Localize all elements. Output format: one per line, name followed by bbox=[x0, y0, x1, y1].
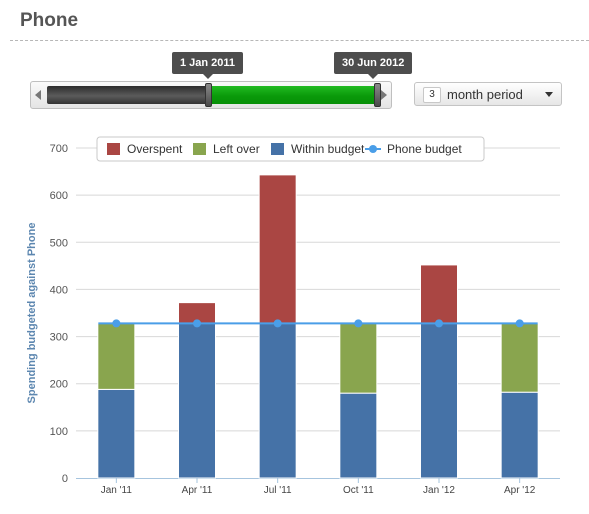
legend-swatch bbox=[107, 143, 120, 155]
title-divider bbox=[10, 40, 589, 41]
legend-label: Phone budget bbox=[387, 142, 462, 156]
legend-label: Overspent bbox=[127, 142, 183, 156]
x-tick-label: Apr '11 bbox=[182, 485, 213, 496]
x-tick-label: Jul '11 bbox=[264, 485, 292, 496]
budget-point bbox=[435, 319, 443, 328]
bar-within-budget bbox=[339, 392, 378, 479]
bar-within-budget bbox=[97, 388, 136, 479]
range-selection[interactable] bbox=[209, 86, 377, 104]
x-tick-label: Jan '11 bbox=[101, 485, 133, 496]
legend-swatch bbox=[271, 143, 284, 155]
bar-within-budget bbox=[178, 322, 216, 479]
x-tick-label: Oct '11 bbox=[343, 485, 374, 496]
range-start-handle[interactable] bbox=[205, 83, 212, 107]
y-tick-label: 700 bbox=[50, 143, 68, 155]
budget-point bbox=[354, 319, 363, 328]
period-label: month period bbox=[447, 87, 523, 102]
legend-swatch bbox=[193, 143, 206, 155]
bar-within-budget bbox=[500, 391, 539, 479]
legend-label: Left over bbox=[213, 142, 260, 156]
budget-point bbox=[112, 319, 121, 328]
bar-overspent bbox=[258, 174, 297, 324]
range-end-label: 30 Jun 2012 bbox=[334, 52, 413, 79]
budget-point bbox=[193, 319, 201, 328]
scroll-left-icon[interactable] bbox=[35, 90, 41, 100]
x-tick-label: Jan '12 bbox=[423, 485, 455, 496]
chevron-down-icon[interactable] bbox=[545, 92, 553, 97]
page-title: Phone bbox=[20, 10, 79, 31]
bar-overspent bbox=[420, 264, 458, 324]
bar-left-over bbox=[97, 322, 136, 390]
bar-left-over bbox=[339, 322, 378, 394]
y-tick-label: 600 bbox=[50, 190, 68, 202]
date-range-slider[interactable] bbox=[30, 81, 392, 109]
budget-point bbox=[515, 319, 524, 328]
y-tick-label: 500 bbox=[50, 237, 68, 249]
y-tick-label: 300 bbox=[50, 332, 68, 344]
bar-within-budget bbox=[258, 322, 297, 479]
scroll-right-icon[interactable] bbox=[381, 90, 387, 100]
y-tick-label: 400 bbox=[50, 284, 68, 296]
legend-line-dot bbox=[369, 145, 377, 153]
legend-label: Within budget bbox=[291, 142, 365, 156]
x-tick-label: Apr '12 bbox=[504, 485, 536, 496]
range-start-label: 1 Jan 2011 bbox=[172, 52, 244, 79]
range-end-handle[interactable] bbox=[374, 83, 381, 107]
y-tick-label: 200 bbox=[50, 379, 68, 391]
budget-point bbox=[273, 319, 282, 328]
period-select[interactable]: 3 month period bbox=[414, 82, 562, 106]
bar-within-budget bbox=[420, 322, 458, 479]
y-tick-label: 100 bbox=[50, 426, 68, 438]
y-axis-label: Spending budgeted against Phone bbox=[26, 223, 38, 404]
period-number[interactable]: 3 bbox=[423, 87, 441, 103]
y-tick-label: 0 bbox=[62, 473, 68, 485]
bar-left-over bbox=[500, 322, 539, 393]
